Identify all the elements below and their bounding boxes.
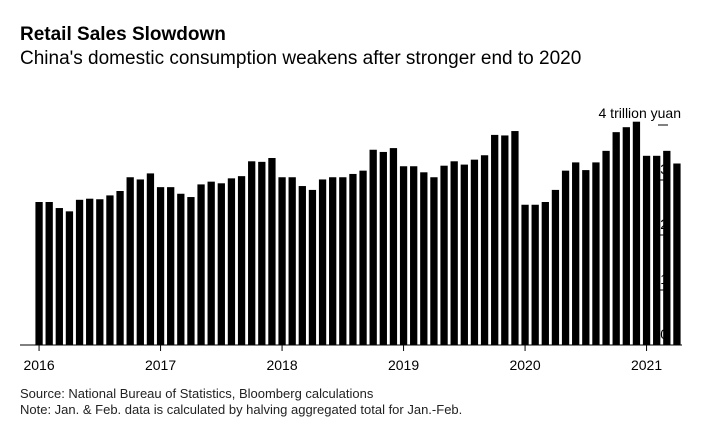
bar-2020-02 [531, 204, 539, 345]
y-tick-label-3: 3 [660, 161, 668, 177]
x-tick-label-2021: 2021 [631, 357, 662, 373]
methodology-note: Note: Jan. & Feb. data is calculated by … [20, 402, 463, 417]
bar-2020-03 [541, 202, 549, 345]
y-tick-label-1: 1 [660, 271, 668, 287]
bar-2016-12 [146, 173, 155, 345]
bar-2020-12 [632, 121, 641, 345]
bar-2017-06 [207, 181, 215, 345]
y-tick-label-2: 2 [660, 216, 668, 232]
bar-2018-02 [288, 177, 296, 345]
bar-2017-08 [227, 178, 236, 345]
bar-2020-05 [561, 170, 570, 345]
bar-2016-06 [86, 198, 94, 345]
bar-2016-03 [55, 208, 63, 345]
chart-title: Retail Sales Slowdown [20, 24, 226, 45]
bar-2020-11 [622, 127, 630, 345]
bar-2018-12 [389, 148, 398, 345]
bar-2016-07 [96, 199, 104, 345]
x-tick-label-2018: 2018 [266, 357, 297, 373]
bar-2020-10 [612, 132, 620, 345]
bars-group [35, 121, 681, 345]
bar-2021-01 [642, 155, 651, 345]
bar-2016-10 [126, 177, 134, 345]
x-tick-label-2020: 2020 [509, 357, 540, 373]
source-note: Source: National Bureau of Statistics, B… [20, 386, 374, 401]
bar-2020-08 [592, 162, 600, 345]
bar-2019-09 [480, 155, 489, 345]
bar-2016-09 [116, 191, 124, 345]
bar-2018-05 [318, 179, 327, 345]
bar-2019-12 [511, 131, 519, 345]
bar-2018-06 [329, 177, 337, 345]
bar-2021-03 [663, 150, 671, 345]
bar-2019-01 [399, 166, 408, 345]
bar-2018-11 [379, 151, 387, 345]
bar-2017-11 [258, 161, 266, 345]
bar-2017-12 [268, 158, 276, 345]
bar-2019-08 [470, 159, 479, 345]
bar-2019-06 [450, 161, 458, 345]
bar-2018-04 [308, 189, 317, 345]
y-axis: 0 1 2 3 [658, 124, 668, 342]
bar-2016-02 [45, 202, 53, 345]
x-tick-label-2019: 2019 [388, 357, 419, 373]
bar-2018-09 [359, 170, 367, 345]
bar-2018-07 [339, 177, 347, 345]
bar-2019-11 [501, 135, 509, 345]
bar-2016-05 [75, 199, 84, 345]
bar-2018-10 [369, 149, 377, 345]
bar-2019-05 [440, 165, 448, 345]
bar-2017-09 [237, 176, 246, 345]
bar-2018-01 [278, 177, 286, 345]
bar-2021-02 [653, 155, 661, 345]
bar-2020-06 [572, 162, 580, 345]
chart-subtitle: China's domestic consumption weakens aft… [20, 48, 582, 69]
bar-2019-10 [491, 134, 499, 345]
x-tick-label-2016: 2016 [23, 357, 54, 373]
x-axis: 2016 2017 2018 2019 2020 2021 [20, 344, 682, 373]
bar-2020-09 [602, 150, 610, 345]
bar-2016-01 [35, 202, 43, 345]
bar-2016-04 [65, 211, 74, 345]
bar-2017-07 [217, 183, 225, 345]
bar-2017-05 [197, 184, 205, 345]
bar-2020-04 [551, 189, 560, 345]
bar-2018-03 [298, 186, 306, 345]
bar-2019-02 [410, 166, 418, 345]
bar-2017-10 [248, 161, 256, 345]
bar-2017-01 [156, 187, 165, 345]
bar-2017-02 [167, 187, 175, 345]
bar-2021-04 [673, 163, 681, 345]
x-tick-label-2017: 2017 [145, 357, 176, 373]
y-unit-label: 4 trillion yuan [599, 105, 682, 121]
y-tick-label-0: 0 [660, 326, 668, 342]
bar-2016-11 [136, 179, 144, 345]
bar-2019-07 [460, 164, 468, 345]
bar-2018-08 [349, 173, 357, 345]
bar-2019-04 [430, 177, 438, 345]
bar-2019-03 [420, 172, 428, 345]
bar-2016-08 [106, 195, 114, 345]
bar-2020-07 [582, 170, 590, 345]
bar-2020-01 [521, 204, 529, 345]
bar-2017-03 [177, 193, 185, 345]
bar-2017-04 [187, 197, 195, 345]
